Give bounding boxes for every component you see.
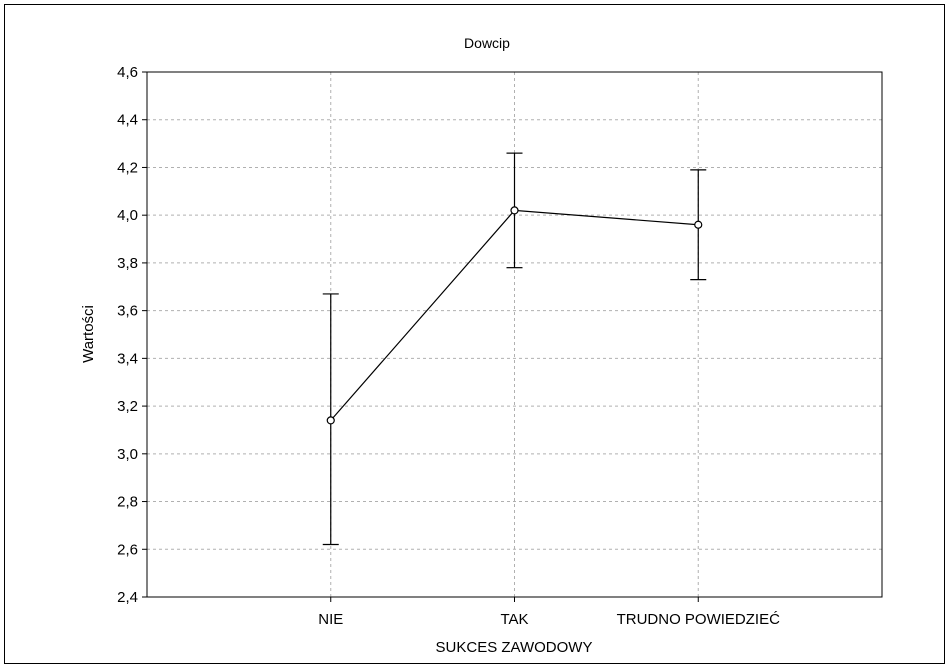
grid-lines [147, 72, 882, 597]
series-group [322, 152, 707, 546]
x-axis-ticks: NIE TAK TRUDNO POWIEDZIEĆ [318, 597, 780, 628]
y-tick-label: 2,6 [117, 541, 138, 558]
data-point [510, 206, 519, 215]
data-point [326, 416, 335, 425]
y-tick-label: 4,0 [117, 207, 138, 224]
y-tick-label: 2,4 [117, 589, 138, 606]
y-tick-label: 4,6 [117, 64, 138, 81]
y-tick-label: 3,0 [117, 446, 138, 463]
y-tick-label: 4,4 [117, 112, 138, 129]
y-tick-label: 3,2 [117, 398, 138, 415]
y-tick-label: 4,2 [117, 159, 138, 176]
y-tick-label: 3,6 [117, 303, 138, 320]
x-tick-label: TAK [500, 611, 528, 628]
y-axis-title: Wartości [80, 305, 97, 363]
chart-frame [4, 4, 945, 664]
y-tick-label: 3,4 [117, 350, 138, 367]
data-point [694, 220, 703, 229]
x-axis-title: SUKCES ZAWODOWY [436, 639, 593, 656]
x-tick-label: NIE [318, 611, 343, 628]
chart-title: Dowcip [464, 35, 510, 51]
y-axis-ticks: 2,4 2,6 2,8 3,0 3,2 3,4 3,6 3,8 4,0 4,2 4,4 4,6 [117, 64, 147, 606]
y-tick-label: 2,8 [117, 494, 138, 511]
x-tick-label: TRUDNO POWIEDZIEĆ [617, 611, 780, 628]
y-tick-label: 3,8 [117, 255, 138, 272]
